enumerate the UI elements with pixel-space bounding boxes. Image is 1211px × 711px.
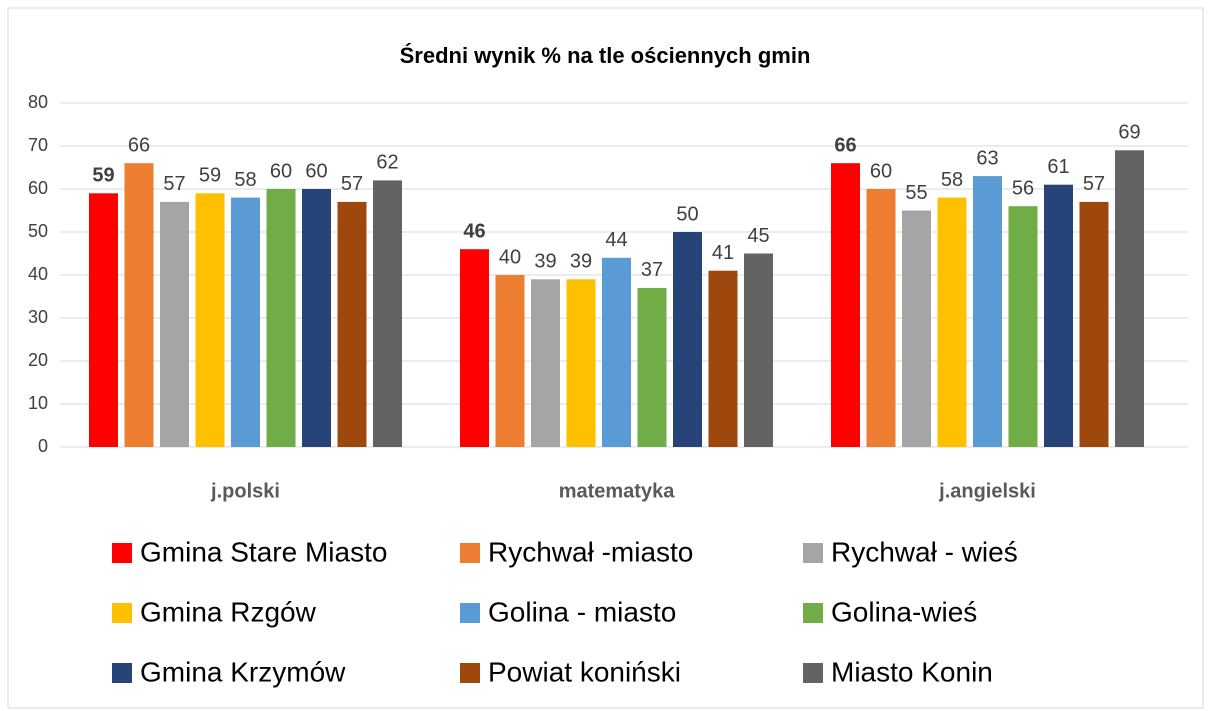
value-label: 57	[1083, 173, 1105, 195]
y-tick-label: 70	[28, 135, 48, 155]
value-label: 41	[712, 242, 734, 264]
value-label: 40	[499, 246, 521, 268]
legend-swatch	[460, 543, 480, 563]
value-label: 60	[305, 160, 327, 182]
legend-swatch	[803, 543, 823, 563]
value-label: 58	[234, 169, 256, 191]
legend-label: Gmina Krzymów	[140, 656, 346, 687]
bar	[831, 163, 860, 447]
chart-title: Średni wynik % na tle ościennych gmin	[400, 43, 811, 68]
legend-swatch	[803, 603, 823, 623]
bar	[744, 253, 773, 447]
x-tick-label: j.angielski	[938, 480, 1036, 502]
value-label: 66	[834, 134, 856, 156]
value-label: 66	[128, 134, 150, 156]
value-label: 46	[463, 220, 485, 242]
value-label: 39	[534, 251, 556, 273]
legend-label: Golina-wieś	[831, 596, 977, 627]
legend-swatch	[112, 543, 132, 563]
value-label: 55	[905, 182, 927, 204]
legend-label: Miasto Konin	[831, 656, 993, 687]
x-tick-label: j.polski	[210, 480, 280, 502]
bar	[495, 275, 525, 447]
bar	[266, 189, 296, 447]
bar	[708, 270, 738, 447]
bar	[1044, 184, 1073, 447]
legend-label: Powiat koniński	[488, 656, 681, 687]
y-tick-label: 10	[28, 393, 48, 413]
bar	[460, 249, 489, 447]
bar	[602, 257, 631, 447]
bar	[637, 287, 667, 447]
y-tick-label: 0	[38, 436, 48, 456]
value-label: 57	[341, 173, 363, 195]
bar	[124, 163, 154, 447]
bar	[937, 197, 967, 447]
value-label: 37	[641, 259, 663, 281]
y-tick-label: 40	[28, 264, 48, 284]
value-label: 59	[92, 165, 114, 187]
y-tick-label: 20	[28, 350, 48, 370]
value-label: 69	[1118, 122, 1140, 144]
bar	[1008, 206, 1038, 447]
legend-swatch	[112, 663, 132, 683]
legend-swatch	[112, 603, 132, 623]
value-label: 45	[747, 225, 769, 247]
bar	[1115, 150, 1144, 448]
legend-label: Gmina Stare Miasto	[140, 536, 387, 567]
value-label: 57	[163, 173, 185, 195]
bar	[337, 201, 367, 447]
y-tick-label: 60	[28, 178, 48, 198]
value-label: 44	[605, 229, 627, 251]
bar	[373, 180, 402, 447]
bar	[566, 279, 596, 447]
value-label: 60	[870, 160, 892, 182]
y-tick-label: 30	[28, 307, 48, 327]
legend-label: Gmina Rzgów	[140, 596, 317, 627]
bar	[973, 176, 1002, 447]
value-label: 62	[376, 152, 398, 174]
bar	[160, 201, 189, 447]
bar	[902, 210, 931, 447]
value-label: 56	[1012, 177, 1034, 199]
bar	[231, 197, 260, 447]
legend-label: Rychwał - wieś	[831, 536, 1018, 567]
value-label: 50	[676, 203, 698, 225]
value-label: 58	[941, 169, 963, 191]
y-tick-label: 50	[28, 221, 48, 241]
value-label: 63	[976, 147, 998, 169]
legend-label: Rychwał -miasto	[488, 536, 693, 567]
bar	[1079, 201, 1109, 447]
legend-label: Golina - miasto	[488, 596, 676, 627]
bar	[89, 193, 118, 447]
bar	[302, 189, 331, 447]
bar	[673, 232, 702, 447]
value-label: 59	[199, 165, 221, 187]
bar	[195, 193, 225, 447]
value-label: 60	[270, 160, 292, 182]
legend-swatch	[460, 663, 480, 683]
y-tick-label: 80	[28, 92, 48, 112]
legend-swatch	[460, 603, 480, 623]
bar	[866, 189, 896, 447]
legend-swatch	[803, 663, 823, 683]
bar	[531, 279, 560, 447]
value-label: 61	[1047, 156, 1069, 178]
x-tick-label: matematyka	[559, 480, 676, 502]
value-label: 39	[570, 251, 592, 273]
